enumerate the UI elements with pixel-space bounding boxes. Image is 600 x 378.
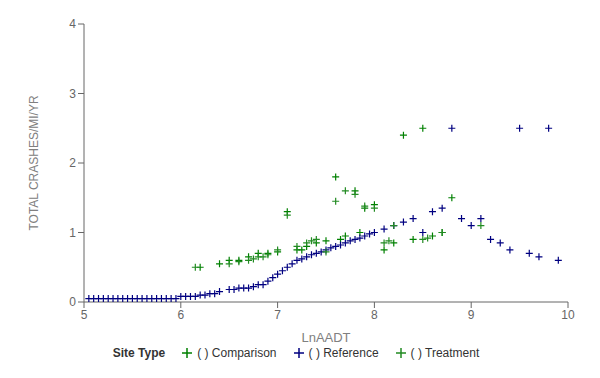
svg-text:8: 8 — [371, 308, 378, 322]
svg-text:1: 1 — [69, 226, 76, 240]
svg-text:9: 9 — [468, 308, 475, 322]
svg-text:3: 3 — [69, 87, 76, 101]
html-text:( ) Treatment: ( ) Treatment — [410, 346, 480, 360]
svg-text:4: 4 — [69, 17, 76, 31]
svg-text:0: 0 — [69, 295, 76, 309]
svg-text:6: 6 — [177, 308, 184, 322]
html-text:( ) Comparison: ( ) Comparison — [197, 346, 277, 360]
svg-text:2: 2 — [69, 156, 76, 170]
svg-text:10: 10 — [561, 308, 575, 322]
svg-text:5: 5 — [81, 308, 88, 322]
html-text:( ) Reference: ( ) Reference — [308, 346, 379, 360]
html-text:Site Type: Site Type — [112, 346, 166, 360]
svg-text:7: 7 — [274, 308, 281, 322]
svg-text:TOTAL CRASHES/MI/YR: TOTAL CRASHES/MI/YR — [27, 95, 41, 230]
svg-text:LnAADT: LnAADT — [301, 330, 350, 345]
